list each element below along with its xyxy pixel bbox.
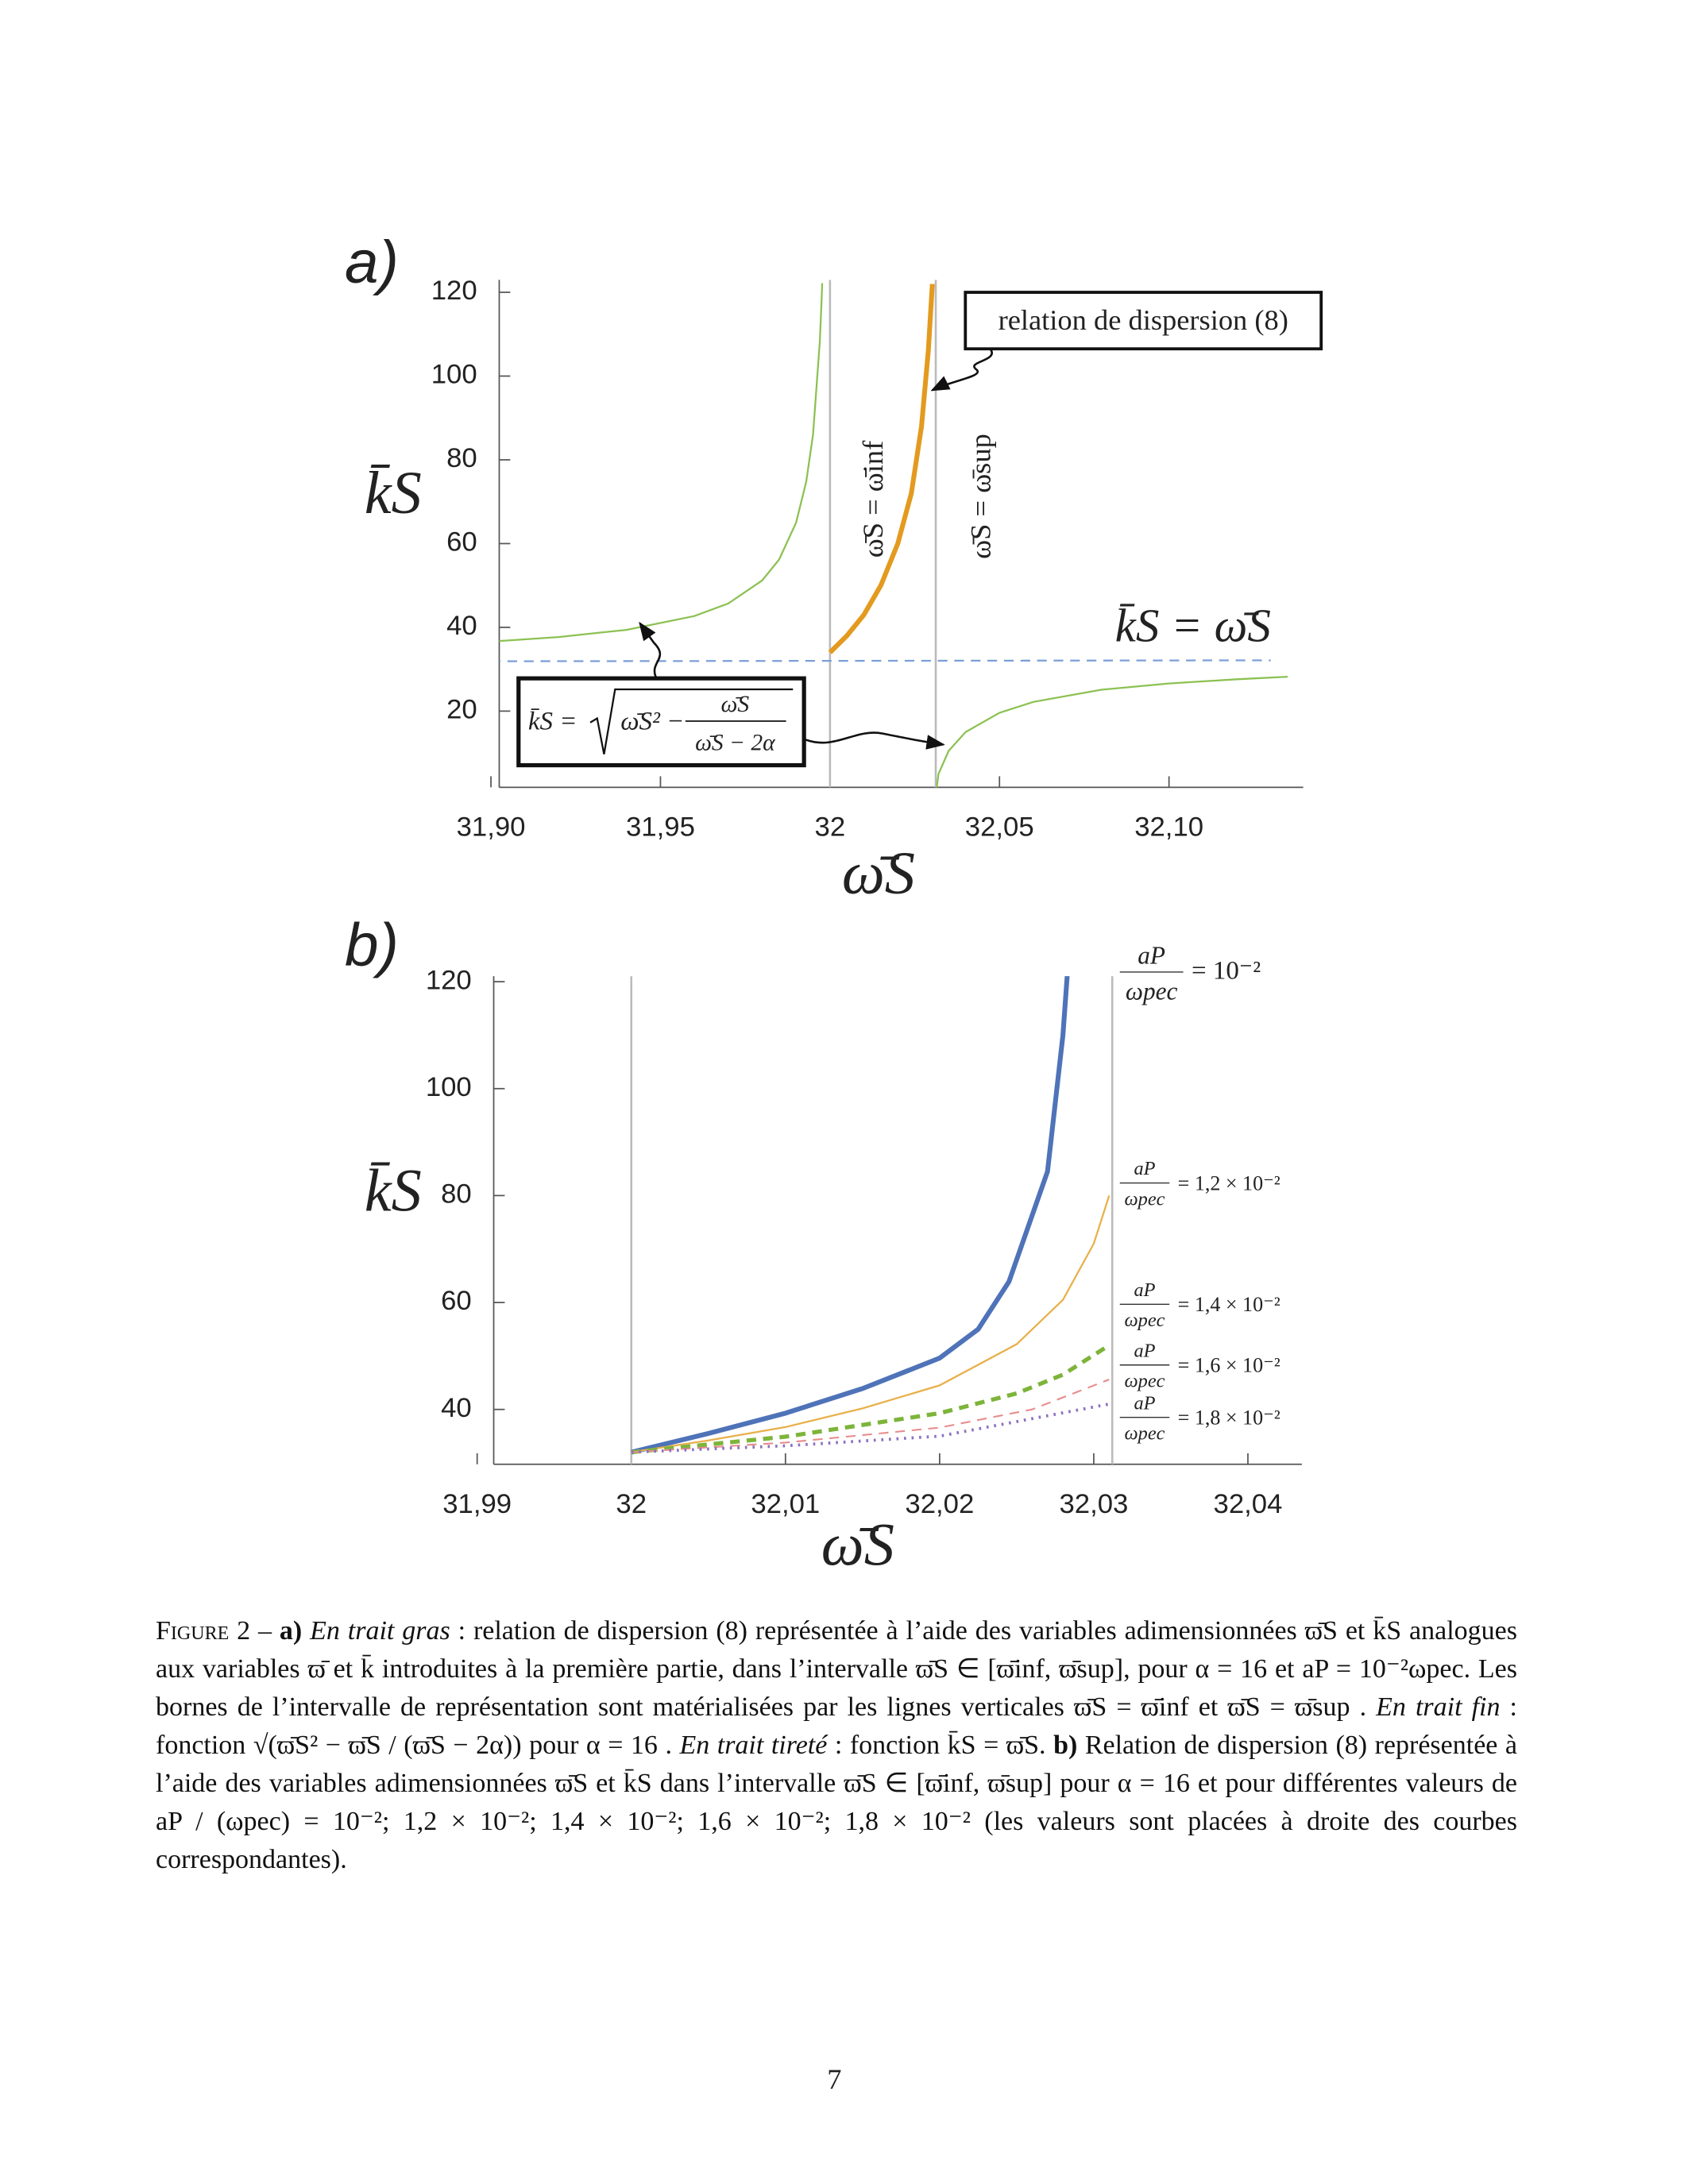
y-tick-label: 40 bbox=[441, 1393, 472, 1423]
x-tick-label: 31,95 bbox=[626, 812, 695, 843]
y-tick-label: 20 bbox=[446, 695, 477, 725]
formula-term: ω̄S² − bbox=[620, 707, 684, 735]
chart: b) k̄S ω̄S 40 60 80 100 120 31,99 32 32,01 32,02 32,… bbox=[345, 911, 1302, 1578]
legend-numerator: aP bbox=[1134, 1158, 1155, 1179]
series-line bbox=[499, 659, 1271, 662]
panel-label: b) bbox=[345, 911, 399, 978]
y-tick-label: 100 bbox=[426, 1072, 472, 1102]
annotation-arrow bbox=[639, 621, 662, 679]
legend-label: = 1,6 × 10⁻² bbox=[1178, 1353, 1280, 1376]
y-axis-title: k̄S bbox=[365, 1156, 422, 1224]
legend-label: = 1,8 × 10⁻² bbox=[1178, 1406, 1280, 1429]
x-tick-label: 32 bbox=[616, 1489, 647, 1519]
legend-numerator: aP bbox=[1134, 1392, 1155, 1414]
x-tick-label: 32 bbox=[815, 812, 846, 843]
x-tick-label: 32,10 bbox=[1134, 812, 1203, 843]
annotation: k̄S = ω̄S bbox=[1115, 599, 1271, 651]
legend-denominator: ωpec bbox=[1125, 1188, 1165, 1210]
page-number: 7 bbox=[827, 2063, 841, 2095]
legend-label: = 1,4 × 10⁻² bbox=[1178, 1293, 1280, 1316]
series-line bbox=[631, 976, 1070, 1455]
x-axis-title: ω̄S bbox=[821, 1511, 894, 1578]
plot-area bbox=[630, 976, 1114, 1464]
y-tick-label: 100 bbox=[431, 360, 477, 390]
formula-denominator: ω̄S − 2α bbox=[695, 730, 775, 755]
caption-text: a) bbox=[279, 1616, 303, 1646]
sqrt-sign bbox=[589, 688, 794, 754]
y-tick-label: 120 bbox=[426, 965, 472, 995]
annotation-arrow bbox=[930, 348, 993, 392]
series-line bbox=[631, 1343, 1111, 1455]
legend-denominator: ωpec bbox=[1125, 1422, 1165, 1444]
legend-label: = 10⁻² bbox=[1192, 957, 1261, 986]
series-line bbox=[631, 1379, 1110, 1453]
caption-text: En trait gras bbox=[310, 1616, 450, 1646]
panel-label: a) bbox=[345, 229, 399, 296]
series-line bbox=[828, 284, 935, 654]
x-tick-label: 32,02 bbox=[905, 1489, 974, 1519]
caption-text: En trait fin bbox=[1376, 1692, 1501, 1722]
x-tick-label: 31,90 bbox=[457, 812, 526, 843]
legend-denominator: ωpec bbox=[1126, 978, 1178, 1005]
x-tick-label: 31,99 bbox=[442, 1489, 512, 1519]
y-axis-title: k̄S bbox=[365, 459, 422, 527]
formula-numerator: ω̄S bbox=[721, 692, 750, 717]
x-tick-label: 32,05 bbox=[965, 812, 1034, 843]
annotation-arrow bbox=[803, 731, 945, 750]
caption-text: Relation de dispersion (8) représentée à… bbox=[156, 1731, 1517, 1874]
x-axis-title: ω̄S bbox=[842, 839, 915, 907]
y-tick-label: 60 bbox=[446, 527, 477, 558]
plot-area bbox=[499, 280, 1288, 788]
caption-text: En trait tireté bbox=[679, 1731, 828, 1760]
y-tick-label: 40 bbox=[446, 611, 477, 641]
series-line bbox=[631, 1403, 1110, 1454]
legend-label: = 1,2 × 10⁻² bbox=[1178, 1171, 1280, 1194]
series-line bbox=[499, 283, 824, 642]
legend-numerator: aP bbox=[1138, 942, 1165, 970]
caption: Figure 2 – a) En trait gras : relation d… bbox=[156, 1612, 1517, 1879]
x-tick-label: 32,04 bbox=[1214, 1489, 1283, 1519]
y-tick-label: 120 bbox=[431, 276, 477, 306]
legend-numerator: aP bbox=[1134, 1340, 1155, 1361]
caption-text: : fonction k̄S = ϖ̄S. bbox=[827, 1731, 1054, 1760]
series-line bbox=[631, 1195, 1111, 1453]
legend-denominator: ωpec bbox=[1125, 1371, 1165, 1392]
annotations-a: relation de dispersion (8) ω̄S = ω̄inf ω… bbox=[516, 291, 1323, 768]
caption-text: Figure 2 – bbox=[156, 1616, 280, 1646]
x-tick-label: 32,03 bbox=[1059, 1489, 1128, 1519]
annotation: relation de dispersion (8) bbox=[999, 304, 1288, 336]
series-line bbox=[936, 676, 1288, 788]
x-tick-label: 32,01 bbox=[751, 1489, 820, 1519]
y-tick-label: 80 bbox=[441, 1179, 472, 1210]
caption-text: : relation de dispersion (8) représentée… bbox=[156, 1616, 1518, 1722]
caption-text: b) bbox=[1053, 1731, 1078, 1760]
annotation: ω̄S = ω̄inf bbox=[857, 440, 889, 558]
annotation-box bbox=[964, 291, 1323, 351]
annotation: ω̄S = ω̄sup bbox=[965, 434, 997, 559]
caption-text: : fonction √(ϖ̄S² − ϖ̄S / (ϖ̄S − 2α)) po… bbox=[156, 1692, 1517, 1760]
formula-lhs: k̄S = bbox=[528, 707, 577, 735]
y-tick-label: 60 bbox=[441, 1286, 472, 1316]
chart: a) k̄S ω̄S 20 40 60 80 100 120 31,90 31,95 32 32,05 3… bbox=[345, 229, 1304, 907]
legend-denominator: ωpec bbox=[1125, 1310, 1165, 1331]
y-tick-label: 80 bbox=[446, 443, 477, 473]
legend-numerator: aP bbox=[1134, 1279, 1155, 1301]
